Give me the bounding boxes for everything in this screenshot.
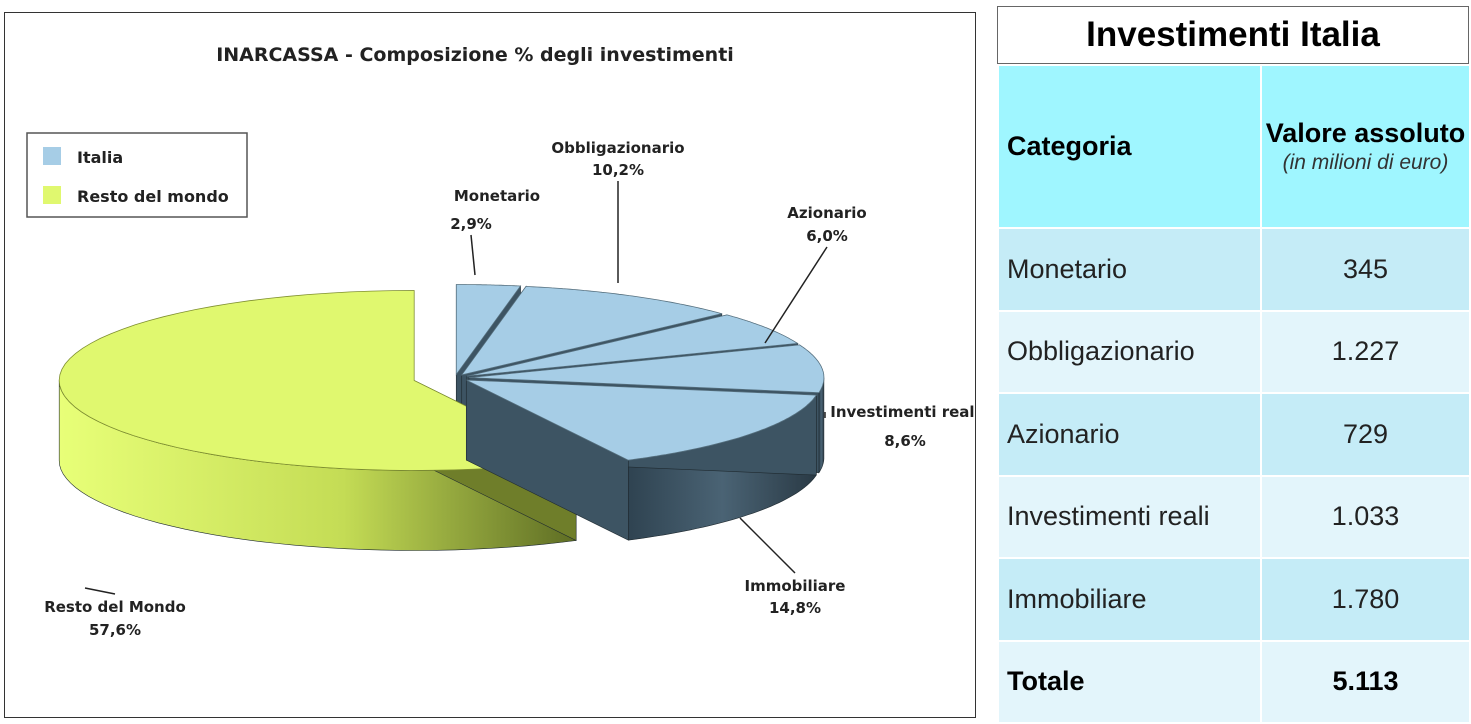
slice-value-resto-del-mondo: 57,6% xyxy=(89,621,141,639)
table-total-row: Totale 5.113 xyxy=(997,639,1471,724)
chart-panel: INARCASSA - Composizione % degli investi… xyxy=(4,12,976,718)
total-valore: 5.113 xyxy=(1260,639,1471,724)
legend-label-italia: Italia xyxy=(77,148,123,167)
leader-line-immobiliare xyxy=(739,517,796,574)
row-valore: 729 xyxy=(1260,392,1471,477)
investimenti-table-panel: Investimenti Italia Categoria Valore ass… xyxy=(997,6,1471,724)
row-valore: 1.033 xyxy=(1260,474,1471,559)
labels-group: Monetario 2,9% Obbligazionario 10,2% Azionar… xyxy=(44,139,975,639)
slice-label-resto-del-mondo: Resto del Mondo xyxy=(44,598,186,616)
row-categoria: Immobiliare xyxy=(997,557,1262,642)
leader-line-resto-del-mondo xyxy=(84,587,116,595)
header-unit: (in milioni di euro) xyxy=(1282,151,1449,174)
table-row: Monetario 345 xyxy=(997,227,1471,312)
slice-value-monetario: 2,9% xyxy=(450,215,492,233)
slice-value-immobiliare: 14,8% xyxy=(769,599,821,617)
slice-label-investimenti-reali: Investimenti reali xyxy=(830,403,975,421)
header-valore-label: Valore assoluto xyxy=(1265,118,1466,148)
slice-azionario xyxy=(466,314,799,377)
slice-resto-del-mondo xyxy=(58,290,578,471)
leader-line-monetario xyxy=(470,234,476,276)
row-categoria: Azionario xyxy=(997,392,1262,477)
legend-label-resto: Resto del mondo xyxy=(77,187,229,206)
slice-label-azionario: Azionario xyxy=(787,204,866,222)
row-categoria: Investimenti reali xyxy=(997,474,1262,559)
legend-swatch-italia xyxy=(43,147,61,165)
table-row: Azionario 729 xyxy=(997,392,1471,477)
leader-line-azionario xyxy=(764,246,828,344)
slice-obbligazionario xyxy=(460,285,722,376)
legend: Italia Resto del mondo xyxy=(26,132,248,218)
row-valore: 1.227 xyxy=(1260,309,1471,394)
pie-group xyxy=(58,284,825,551)
slice-label-immobiliare: Immobiliare xyxy=(744,577,845,595)
total-categoria: Totale xyxy=(997,639,1262,724)
slice-investimenti-reali xyxy=(468,344,825,394)
table-title: Investimenti Italia xyxy=(997,6,1469,64)
header-valore: Valore assoluto (in milioni di euro) xyxy=(1260,64,1471,229)
pie-chart: INARCASSA - Composizione % degli investi… xyxy=(26,44,975,639)
legend-swatch-resto xyxy=(43,186,61,204)
investimenti-table: Categoria Valore assoluto (in milioni di… xyxy=(997,64,1471,724)
row-categoria: Monetario xyxy=(997,227,1262,312)
slice-immobiliare xyxy=(466,379,818,461)
slice-value-investimenti-reali: 8,6% xyxy=(884,432,926,450)
slice-value-azionario: 6,0% xyxy=(806,227,848,245)
table-row: Immobiliare 1.780 xyxy=(997,557,1471,642)
table-row: Investimenti reali 1.033 xyxy=(997,474,1471,559)
table-header-row: Categoria Valore assoluto (in milioni di… xyxy=(997,64,1471,229)
table-row: Obbligazionario 1.227 xyxy=(997,309,1471,394)
slice-label-obbligazionario: Obbligazionario xyxy=(551,139,684,157)
chart-title: INARCASSA - Composizione % degli investi… xyxy=(216,44,734,66)
row-valore: 345 xyxy=(1260,227,1471,312)
slice-label-monetario: Monetario xyxy=(454,187,540,205)
row-valore: 1.780 xyxy=(1260,557,1471,642)
row-categoria: Obbligazionario xyxy=(997,309,1262,394)
header-categoria: Categoria xyxy=(997,64,1262,229)
slice-monetario xyxy=(455,284,522,376)
slice-value-obbligazionario: 10,2% xyxy=(592,161,644,179)
